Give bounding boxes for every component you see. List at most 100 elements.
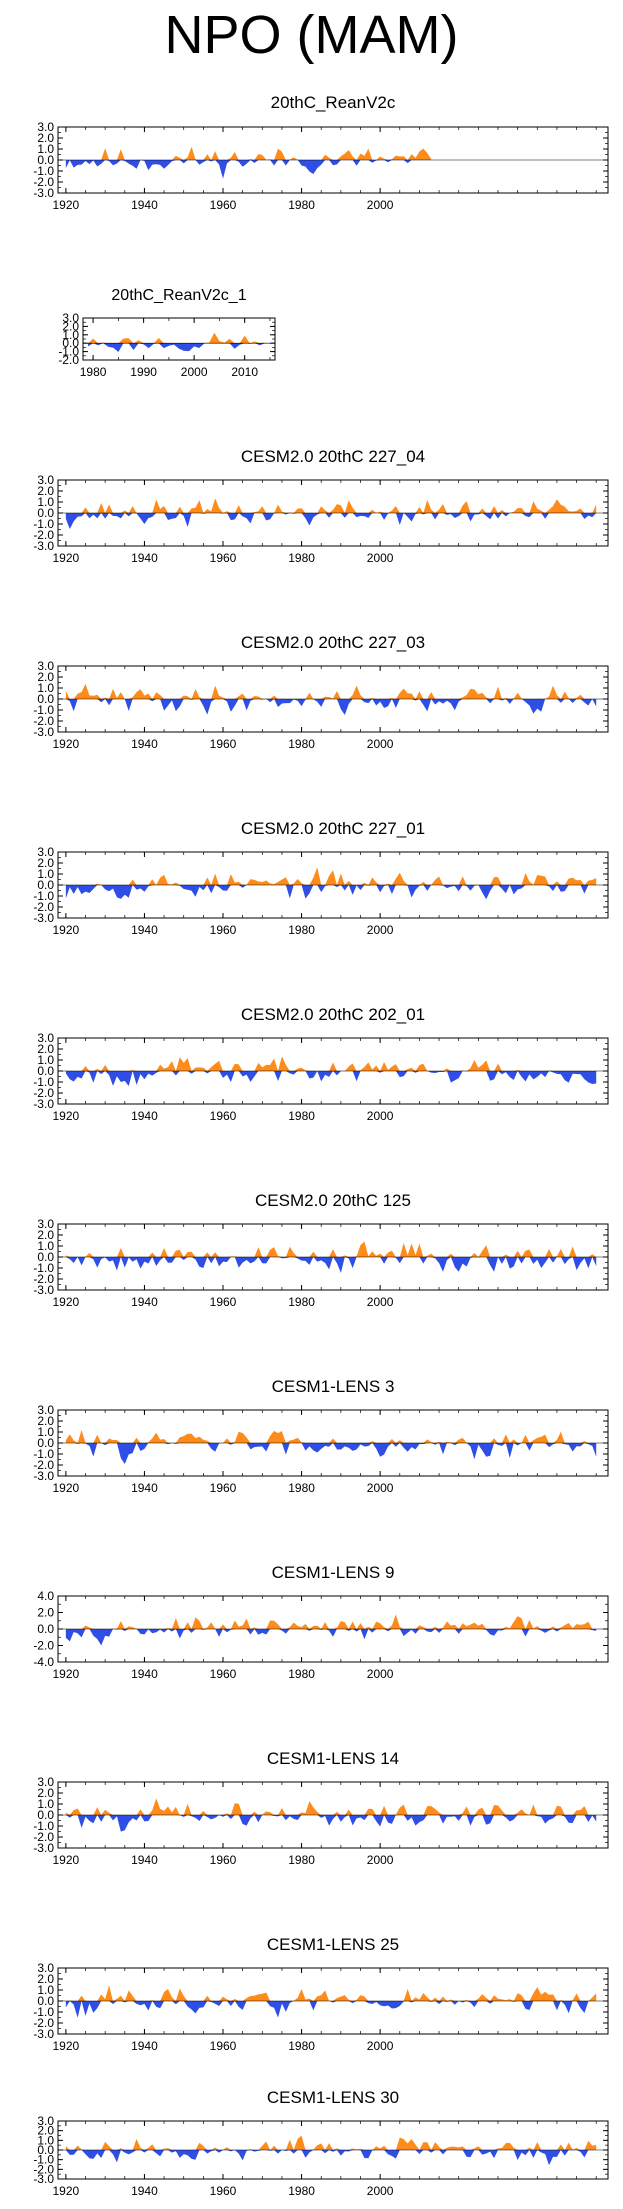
panel-title: CESM1-LENS 9 (272, 1563, 395, 1582)
x-tick-label: 2000 (367, 737, 394, 751)
x-tick-label: 1920 (53, 1481, 80, 1495)
x-tick-label: 2000 (181, 365, 208, 379)
y-tick-label: -2.0 (33, 528, 54, 542)
x-tick-label: 2000 (367, 923, 394, 937)
y-tick-label: -2.0 (33, 1830, 54, 1844)
y-tick-label: 3.0 (37, 2114, 54, 2128)
x-tick-label: 1940 (131, 2184, 158, 2198)
x-tick-label: 1940 (131, 1109, 158, 1123)
y-tick-label: 0.0 (37, 1622, 54, 1636)
panel-title: CESM2.0 20thC 227_04 (241, 447, 425, 466)
x-tick-label: 1920 (53, 1295, 80, 1309)
y-tick-label: 2.0 (62, 319, 79, 333)
negative-area (65, 513, 597, 529)
positive-area (65, 1056, 597, 1071)
x-tick-label: 1980 (288, 737, 315, 751)
y-tick-label: 1.0 (37, 1239, 54, 1253)
x-tick-label: 2000 (367, 551, 394, 565)
panel-title: CESM2.0 20thC 227_01 (241, 819, 425, 838)
y-tick-label: 2.0 (37, 670, 54, 684)
positive-area (65, 146, 432, 160)
x-tick-label: 1920 (53, 551, 80, 565)
negative-area (65, 2150, 597, 2166)
x-tick-label: 1960 (210, 1295, 237, 1309)
x-tick-label: 2010 (231, 365, 258, 379)
x-tick-label: 1940 (131, 737, 158, 751)
x-tick-label: 1920 (53, 198, 80, 212)
y-tick-label: 3.0 (37, 845, 54, 859)
x-tick-label: 1980 (288, 1667, 315, 1681)
y-tick-label: 1.0 (37, 1983, 54, 1997)
negative-area (65, 1443, 597, 1465)
y-tick-label: -2.0 (58, 353, 79, 367)
y-tick-label: 1.0 (37, 1797, 54, 1811)
y-tick-label: 0.0 (37, 692, 54, 706)
panel-title: CESM1-LENS 14 (267, 1749, 399, 1768)
npo-panel: CESM1-LENS 3 3.02.01.00.0-1.0-2.0-3.01920… (33, 1377, 609, 1495)
x-tick-label: 1920 (53, 1853, 80, 1867)
negative-area (65, 699, 597, 716)
x-tick-label: 2000 (367, 1853, 394, 1867)
y-tick-label: 2.0 (37, 1786, 54, 1800)
x-tick-label: 2000 (367, 1481, 394, 1495)
panel-title: CESM1-LENS 25 (267, 1935, 399, 1954)
panel-title: CESM1-LENS 3 (272, 1377, 395, 1396)
y-tick-label: -3.0 (33, 2172, 54, 2186)
npo-panel: CESM2.0 20thC 227_03 3.02.01.00.0-1.0-2.0… (33, 633, 609, 751)
x-tick-label: 1980 (288, 198, 315, 212)
x-tick-label: 1960 (210, 2184, 237, 2198)
positive-area (65, 1798, 597, 1815)
y-tick-label: 3.0 (37, 120, 54, 134)
x-tick-label: 1960 (210, 923, 237, 937)
negative-area (65, 1629, 597, 1646)
negative-area (65, 1815, 597, 1832)
x-tick-label: 2000 (367, 2184, 394, 2198)
x-tick-label: 1980 (288, 923, 315, 937)
x-tick-label: 1920 (53, 1667, 80, 1681)
panel-title: CESM2.0 20thC 125 (255, 1191, 411, 1210)
positive-area (65, 498, 597, 513)
y-tick-label: 2.0 (37, 2124, 54, 2138)
y-tick-label: -2.0 (33, 1458, 54, 1472)
npo-panel: CESM1-LENS 14 3.02.01.00.0-1.0-2.0-3.0192… (33, 1749, 609, 1867)
y-tick-label: 1.0 (37, 867, 54, 881)
npo-panel: CESM1-LENS 25 3.02.01.00.0-1.0-2.0-3.0192… (33, 1935, 609, 2053)
panel-title: CESM2.0 20thC 227_03 (241, 633, 425, 652)
x-tick-label: 1920 (53, 2039, 80, 2053)
negative-area (88, 343, 265, 353)
positive-area (65, 2135, 597, 2150)
negative-area (65, 885, 597, 900)
y-tick-label: -3.0 (33, 1283, 54, 1297)
x-tick-label: 1940 (131, 551, 158, 565)
y-tick-label: 0.0 (62, 336, 79, 350)
x-tick-label: 1980 (288, 1295, 315, 1309)
y-tick-label: -2.0 (33, 900, 54, 914)
x-tick-label: 1940 (131, 1853, 158, 1867)
y-tick-label: -3.0 (33, 725, 54, 739)
x-tick-label: 1960 (210, 198, 237, 212)
npo-panel: CESM2.0 20thC 125 3.02.01.00.0-1.0-2.0-3.… (33, 1191, 609, 1309)
y-tick-label: 0.0 (37, 1250, 54, 1264)
y-tick-label: -3.0 (33, 539, 54, 553)
y-tick-label: 0.0 (37, 506, 54, 520)
y-tick-label: 0.0 (37, 153, 54, 167)
x-tick-label: 1940 (131, 198, 158, 212)
panel-title: 20thC_ReanV2c (271, 93, 396, 112)
x-tick-label: 2000 (367, 198, 394, 212)
figure-title: NPO (MAM) (164, 5, 459, 65)
y-tick-label: 1.0 (37, 681, 54, 695)
y-tick-label: 2.0 (37, 1228, 54, 1242)
npo-panel: CESM1-LENS 30 3.02.01.00.0-1.0-2.0-3.0192… (33, 2088, 609, 2198)
panel-title: 20thC_ReanV2c_1 (111, 287, 246, 304)
y-tick-label: 2.0 (37, 1606, 54, 1620)
positive-area (65, 1429, 597, 1443)
y-tick-label: 1.0 (62, 328, 79, 342)
x-tick-label: 1920 (53, 1109, 80, 1123)
x-tick-label: 1920 (53, 2184, 80, 2198)
x-tick-label: 2000 (367, 1109, 394, 1123)
y-tick-label: 2.0 (37, 484, 54, 498)
negative-area (65, 1257, 597, 1273)
